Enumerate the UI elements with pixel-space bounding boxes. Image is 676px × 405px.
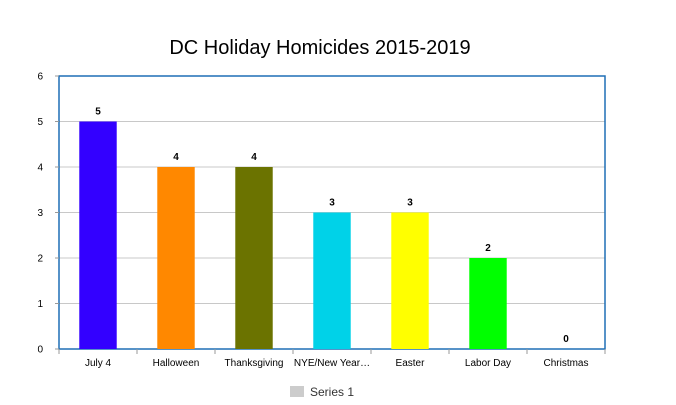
y-tick-label: 2	[37, 254, 43, 265]
data-label: 5	[95, 107, 101, 118]
y-tick-label: 4	[37, 163, 43, 174]
bar	[313, 212, 351, 349]
data-label: 3	[407, 198, 413, 209]
y-tick-label: 0	[37, 345, 43, 356]
x-tick-label: Easter	[396, 358, 426, 369]
y-axis: 0 1 2 3 4 5 6	[37, 72, 59, 356]
y-tick-label: 6	[37, 72, 43, 83]
y-tick-label: 5	[37, 117, 43, 128]
bar	[235, 167, 273, 349]
bar	[79, 121, 117, 349]
bar	[157, 167, 195, 349]
x-tick-label: July 4	[85, 358, 112, 369]
data-label: 2	[485, 243, 491, 254]
legend-swatch-series-1	[290, 386, 304, 397]
data-label: 4	[173, 152, 179, 163]
data-labels: 5 4 4 3 3 2 0	[95, 107, 569, 346]
data-label: 0	[563, 334, 569, 345]
x-tick-label: NYE/New Year…	[294, 358, 370, 369]
bar	[391, 212, 429, 349]
legend-label-series-1: Series 1	[310, 385, 354, 399]
x-axis: July 4 Halloween Thanksgiving NYE/New Year……	[58, 349, 606, 369]
legend: Series 1	[290, 385, 354, 399]
y-tick-label: 3	[37, 208, 43, 219]
data-label: 3	[329, 198, 335, 209]
bars	[79, 121, 507, 349]
y-tick-label: 1	[37, 299, 43, 310]
chart-title: DC Holiday Homicides 2015-2019	[169, 37, 470, 59]
data-label: 4	[251, 152, 257, 163]
x-tick-label: Labor Day	[465, 358, 511, 369]
x-tick-label: Christmas	[543, 358, 588, 369]
bar	[469, 258, 507, 349]
x-tick-label: Halloween	[153, 358, 200, 369]
x-tick-label: Thanksgiving	[225, 358, 284, 369]
